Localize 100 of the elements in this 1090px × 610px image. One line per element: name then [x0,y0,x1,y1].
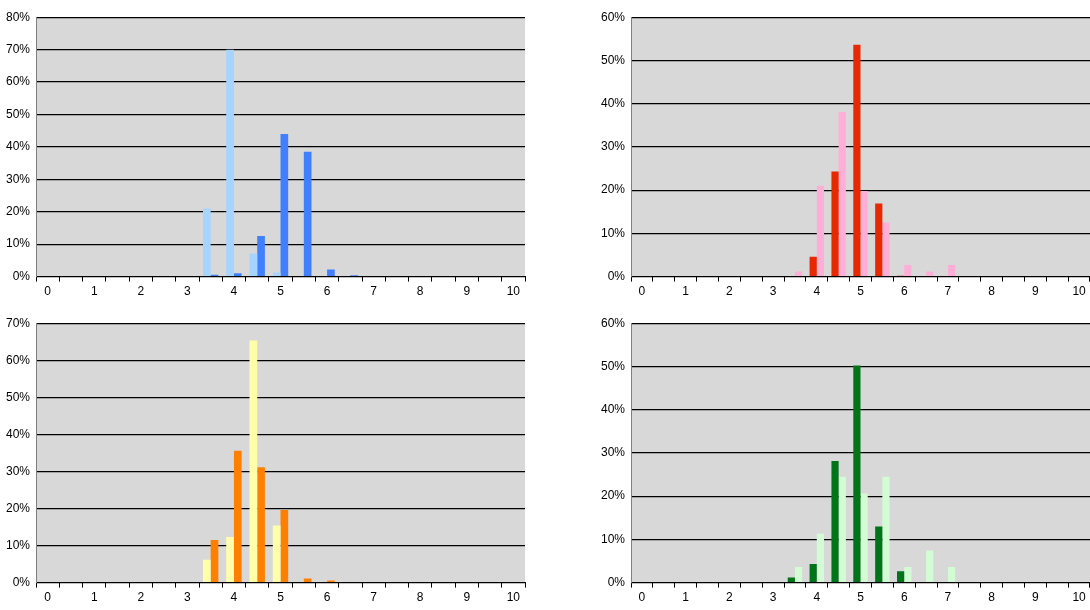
x-tick-label: 2 [137,590,145,605]
x-tick-label: 7 [944,590,952,605]
x-tick-label: 1 [90,284,98,299]
bar [947,567,956,582]
bar [875,526,883,582]
x-tick-label: 0 [638,590,646,605]
bar [816,533,825,582]
bar [210,539,219,582]
x-tick-label: 2 [137,284,145,299]
bar [226,49,234,276]
x-tick-label: 1 [682,284,690,299]
x-tick-label: 1 [682,590,690,605]
y-tick-label: 60% [600,315,626,330]
x-tick-label: 8 [988,284,996,299]
x-tick-label: 3 [184,284,192,299]
y-tick-label: 50% [5,389,31,404]
x-tick-label: 10 [1072,590,1087,605]
bar [202,559,211,582]
bar [853,365,861,582]
bar [882,476,890,582]
y-tick-label: 60% [600,9,626,24]
x-tick-label: 6 [900,590,908,605]
bar [226,537,234,582]
y-tick-label: 40% [600,95,626,110]
bar [280,133,289,276]
y-tick-label: 40% [5,139,31,154]
x-tick-label: 7 [370,590,378,605]
bar [280,509,289,582]
x-tick-label: 9 [1032,590,1040,605]
bar [809,564,817,582]
x-tick-label: 8 [988,590,996,605]
y-tick-label: 50% [600,52,626,67]
x-tick-label: 4 [813,590,821,605]
bar [904,264,912,276]
bar [947,264,956,276]
x-tick-label: 9 [463,590,471,605]
y-tick-label: 20% [5,500,31,515]
bar [327,269,335,276]
x-tick-label: 3 [184,590,192,605]
x-tick-label: 10 [1072,284,1087,299]
x-tick-label: 5 [277,284,285,299]
bar [787,577,795,582]
y-tick-label: 0% [607,268,626,283]
x-tick-label: 9 [1032,284,1040,299]
bar [838,111,846,276]
x-tick-label: 8 [416,590,424,605]
x-tick-label: 6 [323,284,331,299]
bar [257,236,265,276]
bar [831,171,839,276]
bar [257,467,265,582]
y-tick-label: 60% [5,352,31,367]
x-tick-label: 4 [230,590,238,605]
bar [794,271,803,276]
bar [875,203,883,276]
bar [897,571,905,582]
bar [816,185,825,276]
bar [904,567,912,582]
bar [233,273,242,276]
bar [838,476,846,582]
y-tick-label: 70% [5,315,31,330]
x-tick-label: 5 [857,590,865,605]
x-tick-label: 4 [230,284,238,299]
x-tick-label: 9 [463,284,471,299]
bar [272,272,281,276]
y-tick-label: 80% [5,9,31,24]
y-tick-label: 30% [5,463,31,478]
y-tick-label: 20% [5,204,31,219]
y-tick-label: 40% [600,401,626,416]
x-tick-label: 5 [277,590,285,605]
bar [303,151,312,276]
x-tick-label: 6 [323,590,331,605]
x-tick-label: 10 [506,590,521,605]
x-tick-label: 0 [44,284,52,299]
y-tick-label: 30% [600,445,626,460]
bar [809,256,817,276]
x-tick-label: 4 [813,284,821,299]
y-tick-label: 50% [600,358,626,373]
x-tick-label: 8 [416,284,424,299]
bar [860,191,868,276]
bar [853,44,861,276]
x-tick-label: 10 [506,284,521,299]
bar [794,567,803,582]
y-tick-label: 30% [600,139,626,154]
x-tick-label: 0 [44,590,52,605]
x-tick-label: 2 [726,590,734,605]
y-tick-label: 40% [5,426,31,441]
y-tick-label: 70% [5,41,31,56]
y-tick-label: 50% [5,106,31,121]
bar [233,450,242,582]
bar [202,208,211,276]
x-tick-label: 6 [900,284,908,299]
x-tick-label: 2 [726,284,734,299]
bar [272,525,281,582]
x-tick-label: 3 [769,590,777,605]
bar [882,222,890,276]
bar [249,253,258,276]
bar [926,550,934,582]
y-tick-label: 30% [5,171,31,186]
y-tick-label: 10% [5,537,31,552]
x-tick-label: 3 [769,284,777,299]
